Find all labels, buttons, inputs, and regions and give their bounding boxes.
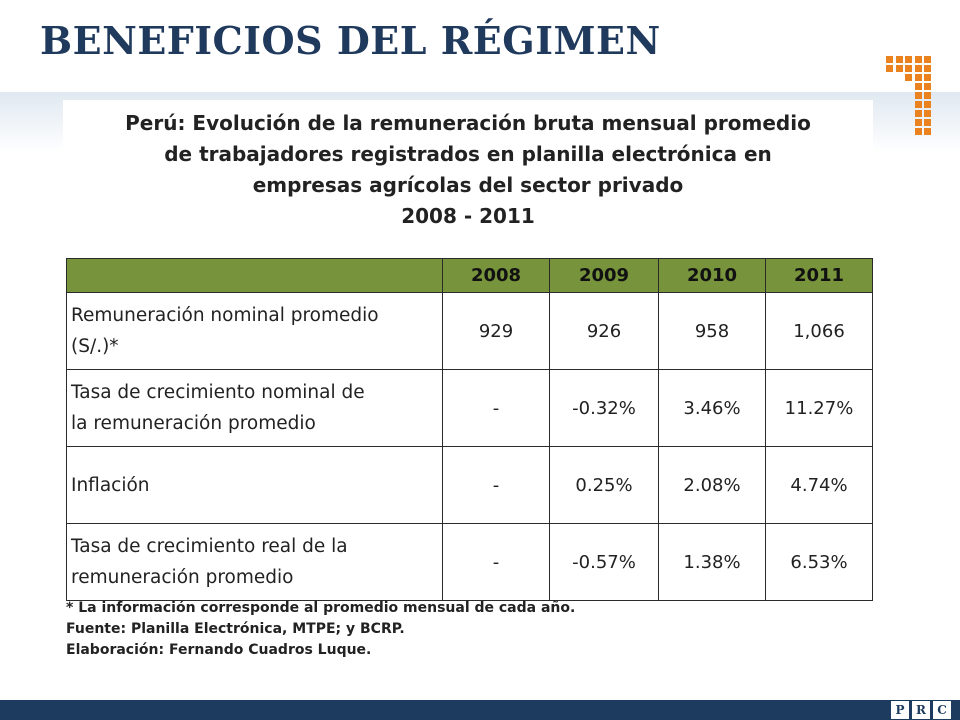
logo-dot (924, 119, 931, 126)
table-cell: 11.27% (765, 369, 873, 447)
row-label-line: Tasa de crecimiento real de la (71, 536, 348, 557)
table-header-cell (66, 258, 443, 293)
logo-dot (895, 65, 903, 72)
row-label-line: Remuneración nominal promedio (71, 305, 379, 326)
table-cell: 0.25% (549, 446, 659, 524)
table-cell: 958 (658, 292, 766, 370)
row-label: Inflación (66, 446, 443, 524)
table-cell: 929 (442, 292, 550, 370)
row-label-line: remuneración promedio (71, 567, 294, 588)
logo-dot (914, 65, 922, 72)
logo-dot (914, 101, 922, 108)
logo-dot (895, 56, 903, 63)
logo-dot (914, 83, 922, 90)
logo-dot (924, 74, 931, 81)
table-header-cell: 2009 (549, 258, 659, 293)
table-cell: - (442, 446, 550, 524)
table-row: Tasa de crecimiento real de la remunerac… (66, 523, 873, 601)
logo-dot (914, 119, 922, 126)
figure-title-line: de trabajadores registrados en planilla … (164, 142, 772, 166)
table-row: Tasa de crecimiento nominal de la remune… (66, 369, 873, 447)
logo-dot (886, 56, 893, 63)
table-notes: * La información corresponde al promedio… (66, 598, 575, 661)
table-cell: 6.53% (765, 523, 873, 601)
table-header-cell: 2008 (442, 258, 550, 293)
row-label: Remuneración nominal promedio (S/.)* (66, 292, 443, 370)
logo-dot (924, 83, 931, 90)
figure-title-line: Perú: Evolución de la remuneración bruta… (125, 111, 811, 135)
logo-letter: R (912, 701, 930, 719)
logo-dot (914, 110, 922, 117)
logo-dot (914, 92, 922, 99)
figure-title-line: empresas agrícolas del sector privado (252, 173, 684, 197)
row-label-line: Tasa de crecimiento nominal de (71, 382, 365, 403)
logo-dot (924, 65, 931, 72)
table-cell: 2.08% (658, 446, 766, 524)
table-header-row: 2008 2009 2010 2011 (66, 258, 873, 293)
remuneration-table: 2008 2009 2010 2011 Remuneración nominal… (66, 258, 873, 601)
table-row: Inflación - 0.25% 2.08% 4.74% (66, 446, 873, 524)
table-cell: - (442, 523, 550, 601)
logo-dot (886, 65, 893, 72)
logo-letter: P (891, 701, 909, 719)
logo-dot (914, 128, 922, 135)
logo-dot (924, 110, 931, 117)
logo-dot (914, 74, 922, 81)
logo-letter: C (933, 701, 951, 719)
figure-title: Perú: Evolución de la remuneración bruta… (63, 108, 873, 232)
row-label-line: (S/.)* (71, 336, 119, 357)
note-line: Fuente: Planilla Electrónica, MTPE; y BC… (66, 621, 405, 637)
logo-dot (924, 101, 931, 108)
logo-dot (914, 56, 922, 63)
logo-dot (905, 74, 912, 81)
logo-dot (905, 56, 912, 63)
note-line: Elaboración: Fernando Cuadros Luque. (66, 642, 372, 658)
table-cell: 1.38% (658, 523, 766, 601)
table-cell: 3.46% (658, 369, 766, 447)
logo-dot (924, 128, 931, 135)
table-row: Remuneración nominal promedio (S/.)* 929… (66, 292, 873, 370)
table-header-cell: 2010 (658, 258, 766, 293)
table-header-cell: 2011 (765, 258, 873, 293)
note-line: * La información corresponde al promedio… (66, 600, 576, 616)
table-cell: -0.57% (549, 523, 659, 601)
row-label-line: la remuneración promedio (71, 413, 316, 434)
logo-mark-icon (886, 56, 936, 138)
row-label-line: Inflación (71, 474, 150, 496)
footer-bar (0, 700, 960, 720)
logo-dot (924, 56, 931, 63)
row-label: Tasa de crecimiento nominal de la remune… (66, 369, 443, 447)
table-cell: 1,066 (765, 292, 873, 370)
table-cell: 4.74% (765, 446, 873, 524)
logo-dot (905, 65, 912, 72)
table-cell: -0.32% (549, 369, 659, 447)
page-title: BENEFICIOS DEL RÉGIMEN (40, 18, 661, 63)
table-cell: - (442, 369, 550, 447)
table-cell: 926 (549, 292, 659, 370)
table-figure: Perú: Evolución de la remuneración bruta… (63, 100, 873, 678)
figure-title-line: 2008 - 2011 (401, 204, 535, 228)
row-label: Tasa de crecimiento real de la remunerac… (66, 523, 443, 601)
logo-dot (924, 92, 931, 99)
